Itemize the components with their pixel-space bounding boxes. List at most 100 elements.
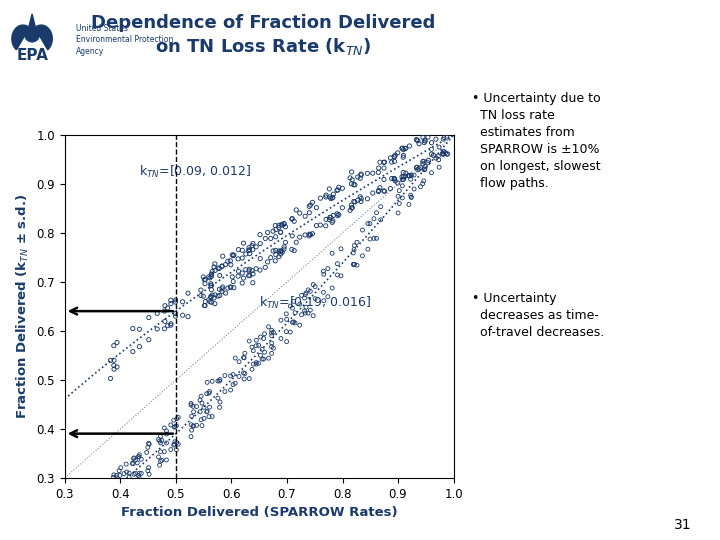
- Point: [132, 458, 143, 467]
- Point: [196, 421, 207, 430]
- Point: [397, 181, 408, 190]
- Point: [247, 269, 258, 278]
- Point: [386, 174, 397, 183]
- Point: [422, 133, 433, 141]
- Point: [127, 347, 138, 356]
- Point: [165, 321, 176, 329]
- Point: [162, 321, 174, 330]
- Point: [310, 294, 321, 303]
- Point: [331, 210, 343, 218]
- Point: [188, 408, 199, 416]
- Point: [310, 204, 322, 212]
- Point: [204, 298, 216, 306]
- Point: [392, 208, 404, 217]
- Point: [205, 281, 217, 289]
- Point: [346, 204, 357, 212]
- Point: [238, 274, 249, 282]
- Point: [268, 344, 279, 353]
- Point: [386, 158, 397, 166]
- Point: [244, 249, 256, 258]
- Point: [364, 219, 376, 228]
- Point: [236, 246, 248, 254]
- Point: [214, 403, 225, 411]
- Point: [265, 253, 276, 262]
- Point: [206, 270, 217, 279]
- Point: [238, 353, 249, 362]
- Point: [123, 469, 135, 477]
- Point: [161, 456, 172, 464]
- Point: [419, 162, 431, 171]
- Point: [258, 334, 269, 343]
- Point: [354, 192, 366, 201]
- Point: [318, 267, 329, 275]
- Point: [135, 469, 147, 478]
- Point: [214, 285, 225, 294]
- Point: [185, 399, 197, 408]
- Point: [375, 202, 387, 211]
- Point: [327, 217, 338, 225]
- Point: [276, 247, 287, 255]
- Point: [243, 337, 255, 346]
- Point: [320, 191, 332, 199]
- Point: [236, 279, 248, 287]
- Point: [438, 135, 449, 144]
- Text: • Uncertainty due to
  TN loss rate
  estimates from
  SPARROW is ±10%
  on long: • Uncertainty due to TN loss rate estima…: [472, 92, 600, 190]
- Point: [433, 163, 445, 172]
- Point: [438, 150, 449, 158]
- Point: [303, 202, 315, 211]
- Point: [142, 443, 153, 451]
- Point: [158, 307, 170, 315]
- Point: [199, 279, 211, 288]
- Point: [195, 291, 207, 300]
- Point: [120, 460, 132, 468]
- Point: [305, 287, 316, 295]
- Point: [344, 173, 356, 182]
- Point: [185, 401, 197, 409]
- Point: [133, 450, 145, 459]
- Point: [118, 469, 130, 478]
- Point: [256, 345, 268, 354]
- Point: [266, 339, 277, 347]
- Point: [289, 217, 300, 226]
- Point: [392, 148, 403, 157]
- Point: [170, 296, 181, 305]
- Point: [246, 241, 258, 250]
- Point: [348, 248, 359, 257]
- Point: [327, 193, 338, 201]
- Point: [198, 403, 210, 411]
- Point: [302, 286, 314, 294]
- Point: [243, 374, 255, 383]
- Point: [267, 227, 279, 235]
- Point: [405, 193, 417, 201]
- Point: [177, 298, 189, 306]
- Point: [426, 145, 437, 153]
- Point: [199, 301, 210, 310]
- Point: [397, 144, 408, 152]
- Point: [322, 292, 333, 301]
- Point: [296, 310, 307, 319]
- Point: [290, 206, 302, 214]
- Point: [233, 272, 244, 281]
- Point: [253, 341, 264, 349]
- Point: [408, 171, 420, 179]
- Point: [158, 423, 170, 432]
- Point: [209, 299, 220, 308]
- Point: [294, 233, 305, 241]
- Point: [165, 421, 176, 429]
- Point: [315, 221, 326, 230]
- Point: [418, 138, 430, 147]
- Point: [278, 245, 289, 253]
- Point: [405, 191, 416, 199]
- Point: [419, 136, 431, 145]
- Point: [165, 296, 176, 305]
- Point: [165, 320, 176, 328]
- Point: [199, 297, 211, 306]
- Point: [155, 432, 166, 441]
- Point: [348, 180, 359, 189]
- Text: 31: 31: [674, 518, 691, 532]
- Point: [215, 397, 226, 406]
- Point: [161, 427, 172, 435]
- Point: [352, 173, 364, 181]
- Point: [225, 386, 236, 394]
- Point: [426, 168, 437, 177]
